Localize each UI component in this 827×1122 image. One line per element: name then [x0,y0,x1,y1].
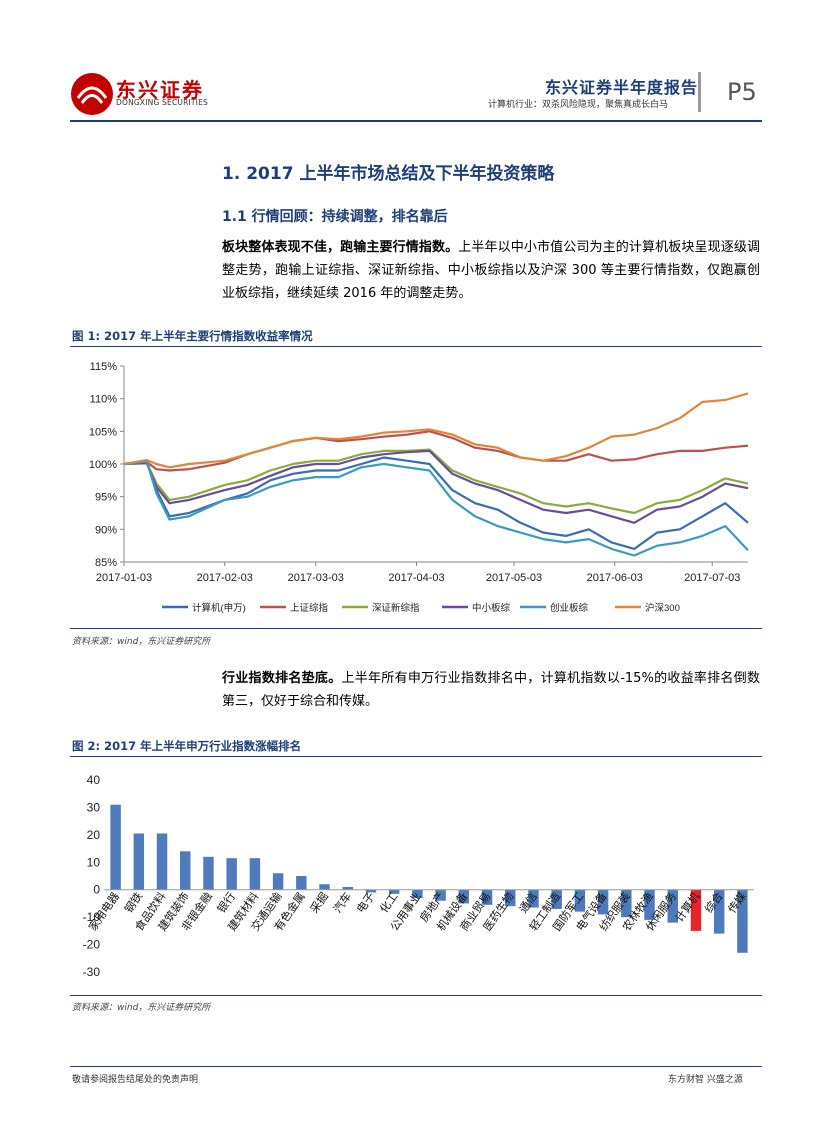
series-line [123,460,749,557]
bar [574,889,586,912]
x-tick-label: 2017-02-03 [197,572,253,584]
y-tick-label: 85% [95,557,117,569]
y-tick-label: 10 [87,855,101,869]
series-line [123,392,749,469]
footer-slogan: 东方财智 兴盛之源 [668,1075,743,1085]
legend-label: 沪深300 [645,602,680,614]
bar [528,889,539,908]
category-label: 电子 [354,890,377,915]
series-line [123,430,749,472]
bar [458,889,470,904]
footer-rule [70,1066,762,1067]
y-tick-label: -10 [83,910,101,924]
paragraph-2: 行业指数排名垫底。上半年所有申万行业指数排名中，计算机指数以-15%的收益率排名… [222,667,760,713]
y-tick-label: 30 [87,800,101,814]
figure-2-title: 图 2: 2017 年上半年申万行业指数涨幅排名 [72,739,302,753]
bar [737,889,748,953]
figure-2-rule [70,756,762,757]
y-tick-label: 95% [95,492,117,504]
page-number: P5 [727,78,757,106]
line-chart: 85% 90% 95% 100% 105% 110% 115% 2017-01-03 2017-… [89,361,749,614]
y-tick-label: 90% [95,524,117,536]
bar [621,889,632,918]
category-label: 汽车 [330,889,354,915]
y-tick-label: 110% [90,394,118,406]
bar [272,873,284,890]
subsection-heading: 1.1 行情回顾：持续调整，排名靠后 [222,209,448,225]
series-line [123,448,749,515]
bar [551,889,562,909]
bar [713,889,725,934]
paragraph-1: 板块整体表现不佳，跑输主要行情指数。上半年以中小市值公司为主的计算机板块呈现逐级… [222,236,760,305]
bar [412,889,423,898]
x-tick-label: 2017-05-03 [486,572,542,584]
figure-1-source: 资料来源：wind，东兴证券研究所 [72,637,211,647]
x-tick-label: 2017-03-03 [288,572,344,584]
bar [180,851,191,890]
bar [319,884,330,890]
figure-2-bottom-rule [70,995,762,996]
y-tick-label: 105% [89,426,117,438]
bar [597,889,609,915]
x-tick-label: 2017-01-03 [96,572,152,584]
logo-english: DONGXING SECURITIES [116,98,208,107]
x-tick-label: 2017-07-03 [684,572,740,584]
bar [365,889,377,893]
bar [249,858,261,890]
bar [156,833,168,890]
bar [388,889,400,894]
bar [226,858,237,890]
header-divider [698,72,701,112]
bar [435,889,446,901]
x-tick-label: 2017-06-03 [587,572,643,584]
figure-2-source: 资料来源：wind，东兴证券研究所 [72,1003,211,1013]
header-rule [70,120,762,122]
bar [644,889,655,920]
figure-1-title: 图 1: 2017 年上半年主要行情指数收益率情况 [72,329,313,343]
paragraph-1-lead: 板块整体表现不佳，跑输主要行情指数。 [222,240,459,255]
bar [203,856,214,890]
footer-disclaimer: 敬请参阅报告结尾处的免责声明 [72,1075,199,1085]
bar [505,889,516,907]
paragraph-2-body: 上半年所有申万行业指数排名中，计算机指数以-15%的收益率排名倒数第三，仅好于综… [222,671,760,709]
report-subtitle: 计算机行业：双杀风险隐现，聚焦真成长白马 [488,100,669,110]
bar [133,833,145,890]
figure-1-bottom-rule [70,628,762,629]
series-line [123,449,749,524]
y-tick-label: -20 [83,938,101,952]
category-label: 采掘 [307,889,331,915]
legend-label: 中小板综 [472,602,511,614]
legend-label: 计算机(申万) [192,602,246,614]
legend-label: 深证新综指 [372,602,420,614]
y-tick-label: 0 [93,883,100,897]
bar [690,889,702,931]
y-tick-label: 115% [90,361,118,373]
paragraph-1-body: 上半年以中小市值公司为主的计算机板块呈现逐级调整走势，跑输上证综指、深证新综指、… [222,240,760,301]
y-tick-label: -30 [83,965,101,979]
section-heading: 1. 2017 上半年市场总结及下半年投资策略 [222,164,555,184]
y-tick-label: 20 [87,828,101,842]
bar [296,876,307,890]
report-title: 东兴证券半年度报告 [545,78,699,97]
logo-text: 东兴证券 [116,78,204,102]
y-tick-label: 40 [87,773,101,787]
bar [481,889,493,905]
legend-label: 上证综指 [290,602,329,614]
figure-1-rule [70,346,762,347]
y-tick-label: 100% [89,459,117,471]
logo-mark [71,73,113,115]
bar [110,804,121,890]
legend-label: 创业板综 [550,602,589,614]
bar [342,886,353,890]
x-tick-label: 2017-04-03 [388,572,444,584]
paragraph-2-lead: 行业指数排名垫底。 [222,671,342,686]
bar [667,889,678,923]
